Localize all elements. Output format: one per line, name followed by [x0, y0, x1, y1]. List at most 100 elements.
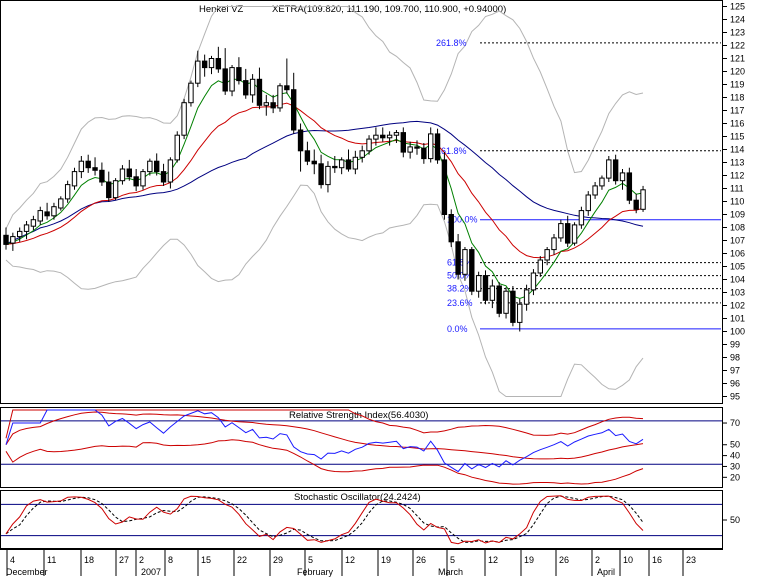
candle-body-11 — [78, 160, 85, 173]
rsi-tick-label-1: 50 — [730, 440, 740, 450]
candle-body-31 — [215, 58, 222, 70]
upper-band — [5, 6, 644, 230]
candle-body-51 — [352, 156, 359, 170]
candle-body-57 — [393, 132, 400, 136]
ma-mid — [5, 102, 644, 259]
date-axis: 4 11 18 27 2 8 15 22 29 5 12 19 26 5 12 19 26 2 10 16 23 Dece… — [0, 549, 723, 577]
candle-body-72 — [496, 285, 502, 314]
candle-body-90 — [619, 172, 626, 182]
ma-short — [5, 78, 644, 300]
candle-body-59 — [407, 146, 413, 153]
candle-body-5 — [37, 210, 43, 222]
price-tick-label-23: 102 — [730, 301, 745, 311]
fib-label-6: 23.6% — [447, 298, 473, 308]
candle-body-85 — [585, 194, 591, 212]
candle-body-22 — [154, 160, 160, 173]
candle-body-53 — [366, 138, 372, 152]
date-label-6: 15 — [201, 555, 211, 565]
date-label-20: 23 — [686, 555, 696, 565]
price-panel: Henkel VZ XETRA(109.820, 111.190, 109.70… — [0, 0, 745, 404]
price-tick-label-12: 113 — [730, 158, 744, 168]
candle-body-93 — [640, 189, 646, 210]
stoch-d-line — [5, 495, 644, 543]
candle-body-12 — [85, 160, 91, 169]
candle-body-74 — [510, 290, 516, 323]
month-label-4: April — [597, 567, 615, 577]
price-tick-label-29: 96 — [730, 379, 740, 389]
candle-body-29 — [201, 60, 208, 69]
candle-body-18 — [126, 168, 132, 178]
candle-body-28 — [195, 60, 201, 84]
candle-body-43 — [297, 129, 304, 152]
price-tick-label-26: 99 — [730, 340, 740, 350]
rsi-lower-band — [5, 439, 644, 485]
price-tick-label-18: 107 — [730, 236, 745, 246]
candle-body-27 — [188, 82, 194, 104]
date-label-19: 16 — [652, 555, 662, 565]
candle-body-65 — [448, 214, 454, 243]
candle-body-35 — [243, 80, 249, 96]
date-label-18: 10 — [623, 555, 633, 565]
candle-body-42 — [291, 89, 297, 131]
stochastic-title: Stochastic Oscillator(24.2424) — [294, 492, 421, 503]
price-tick-label-17: 108 — [730, 223, 745, 233]
candle-body-25 — [174, 134, 180, 161]
fib-label-7: 0.0% — [447, 324, 468, 334]
candle-body-73 — [503, 290, 509, 314]
rsi-tick-label-2: 40 — [730, 451, 740, 461]
stoch-k-line — [5, 495, 644, 545]
candle-body-39 — [270, 102, 276, 109]
rsi-panel: Relative Strength Index(56.4030) 70 50403… — [0, 407, 740, 488]
stochastic-panel: Stochastic Oscillator(24.2424) 50 — [0, 490, 740, 549]
candle-body-49 — [338, 159, 345, 169]
candle-body-58 — [400, 132, 407, 153]
price-tick-label-19: 106 — [730, 249, 745, 259]
price-tick-label-8: 117 — [730, 106, 744, 116]
price-tick-label-20: 105 — [730, 262, 745, 272]
price-tick-label-14: 111 — [730, 184, 744, 194]
symbol-label: Henkel VZ — [199, 4, 244, 15]
candle-body-41 — [284, 85, 290, 91]
candle-body-4 — [30, 219, 37, 227]
price-tick-label-3: 122 — [730, 41, 745, 51]
candle-body-13 — [92, 167, 98, 171]
date-label-7: 22 — [237, 555, 247, 565]
candle-body-88 — [606, 159, 612, 179]
rsi-title: Relative Strength Index(56.4030) — [289, 410, 428, 421]
candlesticks — [3, 46, 646, 332]
date-label-15: 19 — [524, 555, 534, 565]
candle-body-9 — [64, 184, 71, 200]
candle-body-56 — [386, 134, 393, 139]
price-axis: 125 124 123 122 121 120 119 118 117 116 115 114 113 1… — [723, 2, 745, 402]
stochastic-axis: 50 — [723, 515, 740, 525]
candle-body-30 — [208, 58, 215, 69]
price-tick-label-5: 120 — [730, 67, 745, 77]
candle-body-20 — [140, 171, 146, 187]
candle-body-48 — [332, 165, 338, 169]
candle-body-83 — [571, 224, 578, 244]
candle-body-69 — [475, 275, 482, 292]
price-tick-label-30: 95 — [730, 392, 740, 402]
candle-body-37 — [256, 78, 263, 106]
candle-body-10 — [71, 171, 78, 187]
candle-body-68 — [469, 249, 475, 292]
price-tick-label-2: 123 — [730, 28, 745, 38]
date-label-5: 8 — [168, 555, 173, 565]
candle-body-17 — [119, 168, 126, 182]
stochastic-lines — [1, 495, 722, 545]
date-label-3: 27 — [119, 555, 129, 565]
candle-body-3 — [23, 224, 30, 232]
candle-body-44 — [304, 150, 311, 162]
date-label-2: 18 — [84, 555, 94, 565]
candle-body-47 — [325, 165, 331, 186]
candle-body-84 — [578, 210, 585, 226]
candle-body-8 — [58, 198, 64, 209]
candle-body-79 — [544, 249, 550, 261]
price-tick-label-28: 97 — [730, 366, 740, 376]
candle-body-16 — [112, 180, 119, 199]
candle-body-61 — [421, 147, 427, 160]
rsi-upper-band — [5, 409, 644, 439]
price-tick-label-0: 125 — [730, 2, 745, 12]
month-label-3: March — [438, 567, 463, 577]
